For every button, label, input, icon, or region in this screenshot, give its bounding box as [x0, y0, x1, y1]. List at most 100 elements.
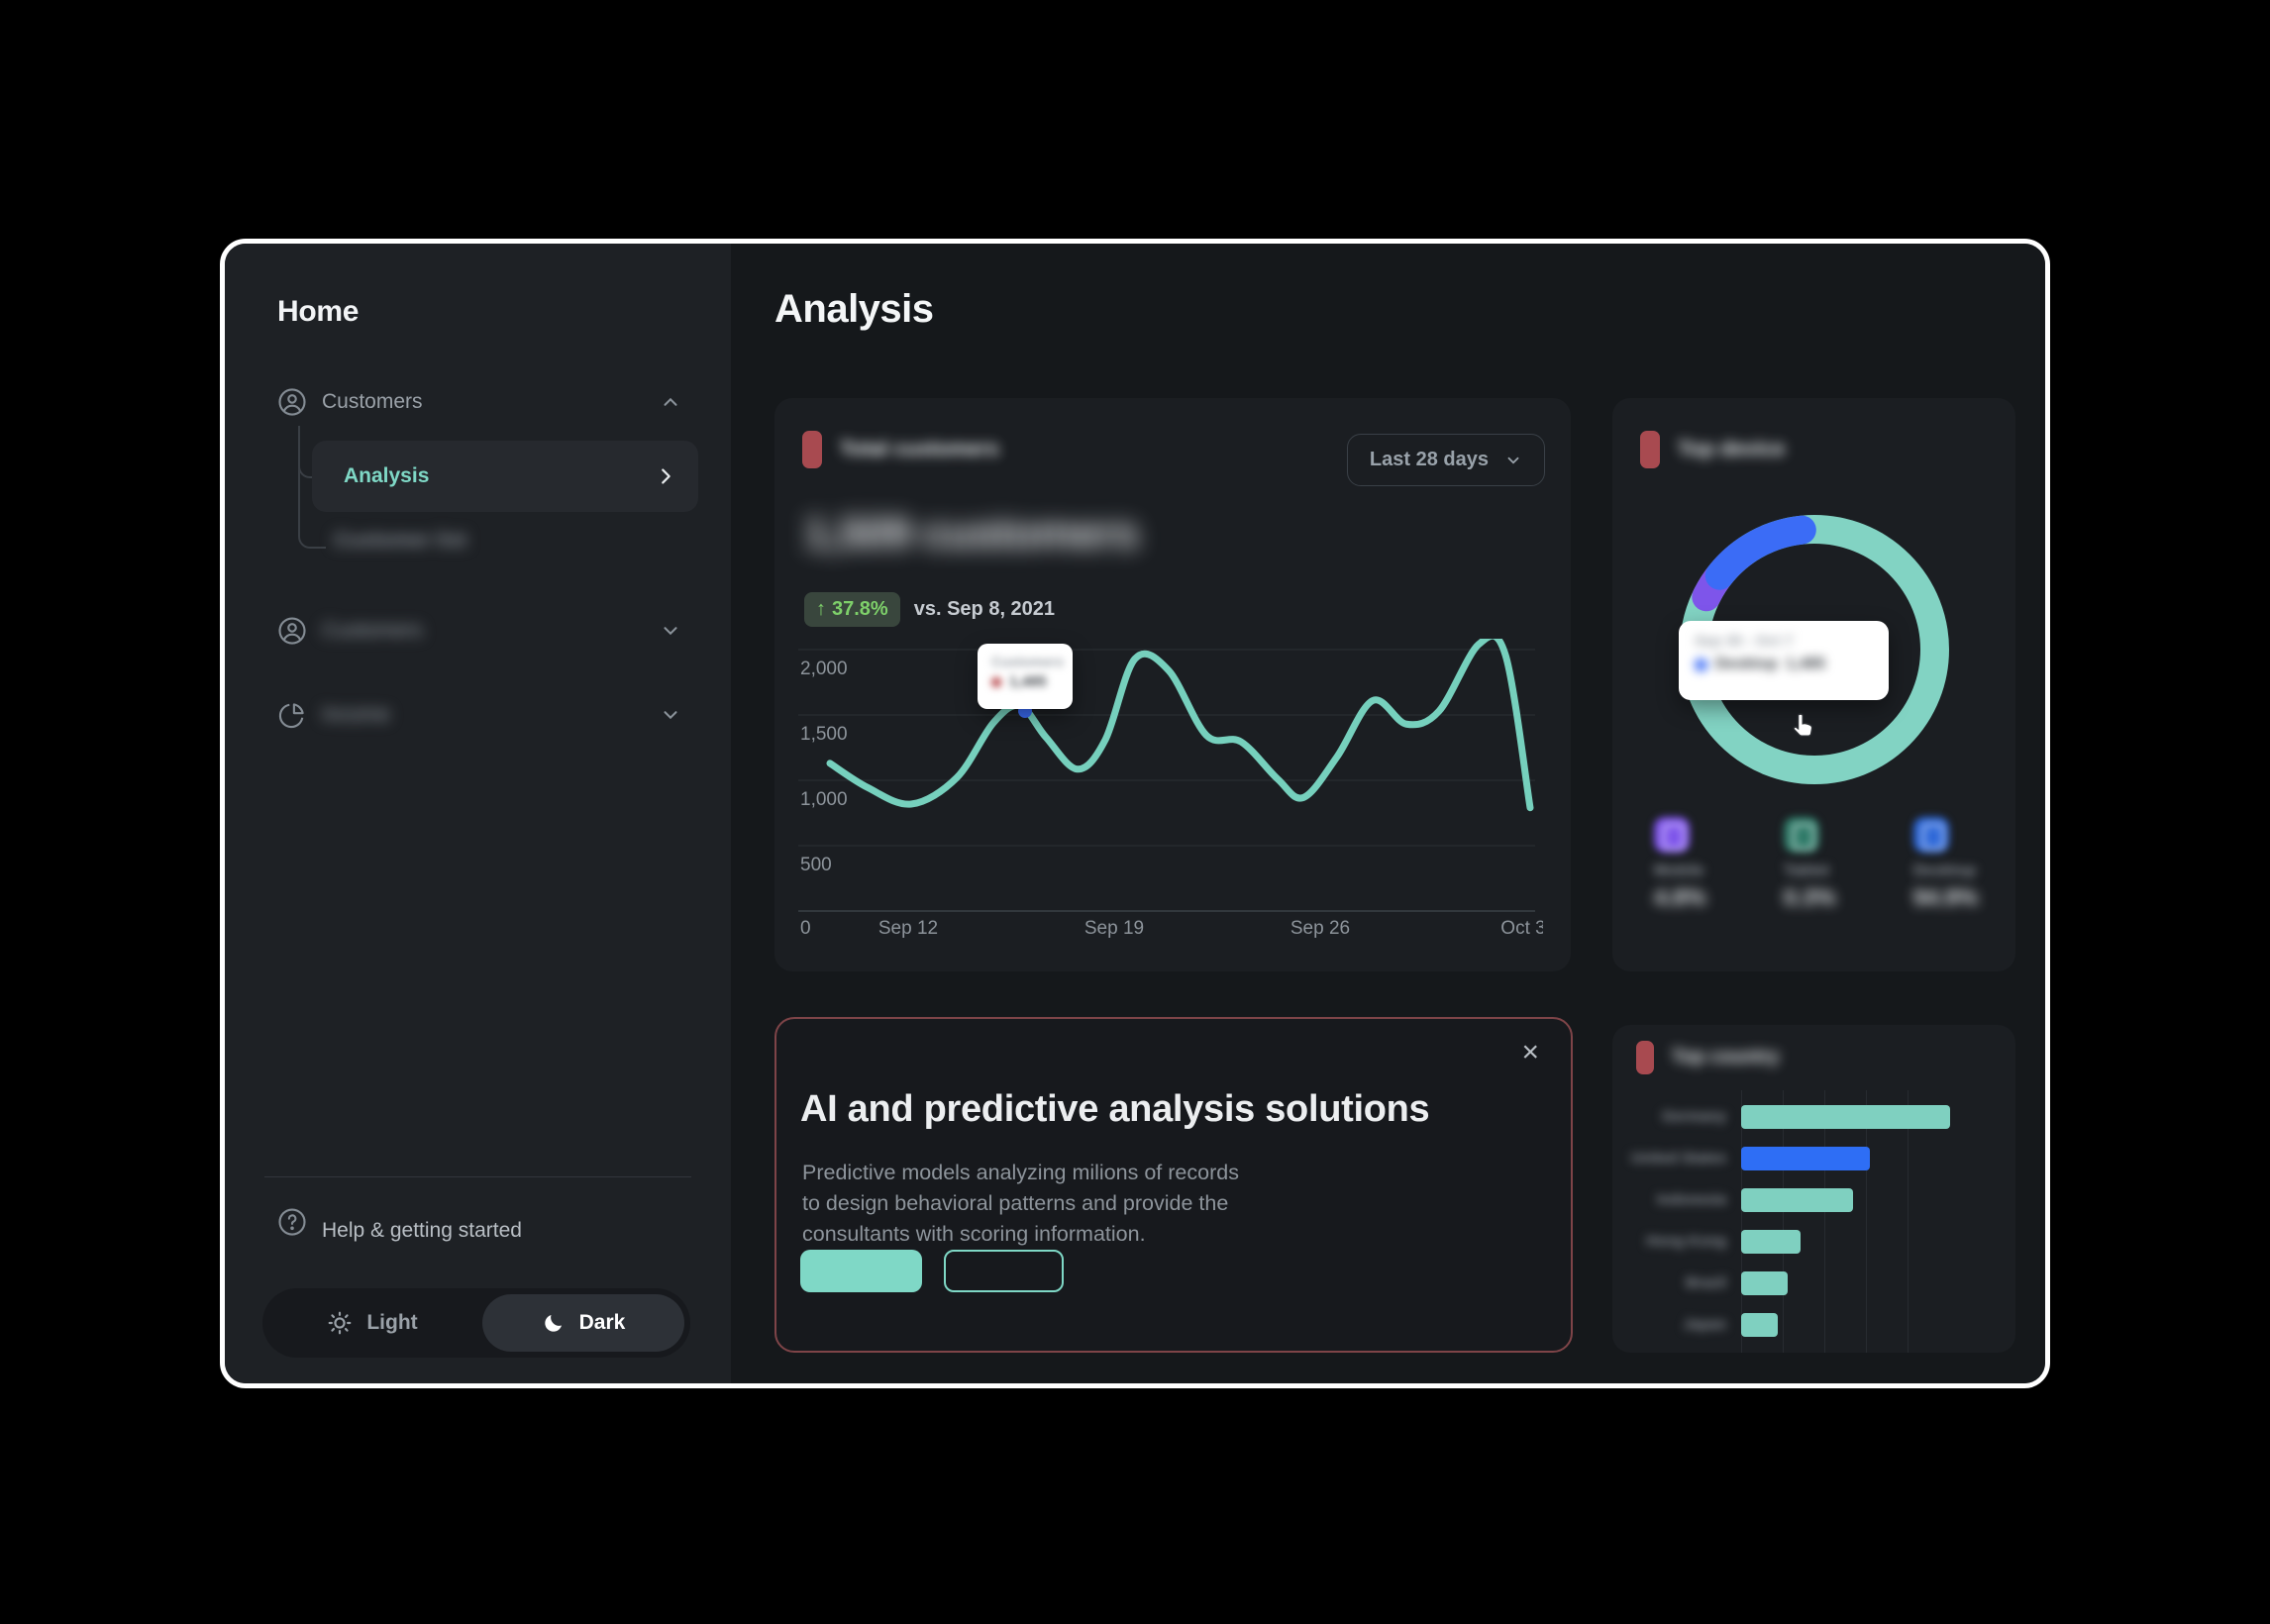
country-bar — [1741, 1147, 1870, 1170]
card-accent-pill — [802, 431, 822, 468]
date-range-dropdown[interactable]: Last 28 days — [1346, 434, 1545, 486]
chevron-down-icon — [660, 704, 681, 726]
promo-body-line: consultants with scoring information. — [802, 1222, 1146, 1246]
tooltip-label: Desktop — [1715, 656, 1779, 672]
country-label: Germany — [1661, 1108, 1726, 1125]
y-axis-tick: 1,500 — [800, 724, 848, 745]
tree-connector — [298, 426, 326, 549]
sidebar-item-label: Customers — [322, 619, 423, 642]
series-dot-icon — [991, 676, 1001, 687]
chevron-down-icon — [660, 620, 681, 642]
sidebar-item-analysis[interactable]: Analysis — [312, 441, 698, 512]
card-accent-pill — [1640, 431, 1660, 468]
sidebar-item-customer-list[interactable]: Customer list — [334, 529, 467, 552]
y-axis-tick: 500 — [800, 855, 832, 875]
theme-light-button[interactable]: Light — [262, 1288, 482, 1358]
x-axis-tick: Oct 3 — [1500, 918, 1543, 939]
top-country-chart: Germany United States Indonesia Hong Kong Br… — [1612, 1080, 2015, 1353]
sidebar-item-help[interactable]: Help & getting started — [225, 1207, 731, 1259]
device-stat-label: Tablet — [1784, 863, 1829, 879]
country-bar — [1741, 1188, 1853, 1212]
main-content: Analysis Total customers Last 28 days 1,… — [731, 244, 2045, 1383]
device-icon — [1913, 817, 1949, 853]
device-stat-value: 4.8% — [1654, 884, 1706, 910]
top-country-card: Top country Germany United States Indonesi… — [1612, 1025, 2015, 1353]
device-stat-label: Mobile — [1654, 863, 1704, 879]
sidebar-item-customers[interactable]: Customers — [225, 376, 731, 428]
promo-secondary-button[interactable] — [944, 1250, 1064, 1292]
promo-actions — [800, 1250, 1064, 1292]
bar-chart-gridline — [1783, 1090, 1784, 1353]
country-label: Brazil — [1686, 1274, 1726, 1291]
chevron-right-icon — [655, 465, 676, 487]
y-axis-tick: 2,000 — [800, 659, 848, 679]
sidebar-item-label: Analysis — [344, 464, 430, 487]
sidebar-item-customers-2[interactable]: Customers — [225, 605, 731, 657]
total-customers-chart: 500 1,000 1,500 2,000 0 Sep 12 Sep 19 Sep 26 Oct… — [798, 639, 1543, 939]
sidebar-item-income[interactable]: Income — [225, 689, 731, 741]
user-circle-icon — [277, 387, 307, 417]
country-label: Japan — [1683, 1316, 1726, 1333]
tooltip-value: 1,485 — [1009, 673, 1047, 690]
chevron-up-icon — [660, 391, 681, 413]
bar-chart-gridline — [1908, 1090, 1909, 1353]
tooltip-value-row: 1,485 — [991, 673, 1059, 690]
help-label: Help & getting started — [322, 1219, 522, 1242]
chevron-down-icon — [1504, 452, 1522, 469]
tree-connector — [298, 426, 314, 478]
date-range-label: Last 28 days — [1369, 449, 1489, 470]
card-title: Total customers — [840, 438, 999, 460]
total-customers-card: Total customers Last 28 days 1,509 custo… — [774, 398, 1571, 971]
moon-icon — [542, 1311, 566, 1335]
card-title: Top device — [1678, 438, 1786, 460]
promo-primary-button[interactable] — [800, 1250, 922, 1292]
device-stat-label: Desktop — [1913, 863, 1977, 879]
device-stats: Mobile 4.8% Tablet 0.3% Desktop 94.9% — [1654, 817, 2001, 926]
series-dot-icon — [1695, 658, 1707, 671]
device-stat-desktop: Desktop 94.9% — [1913, 817, 2037, 910]
sun-icon — [327, 1310, 353, 1336]
promo-body-line: Predictive models analyzing milions of r… — [802, 1161, 1239, 1184]
promo-body-line: to design behavioral patterns and provid… — [802, 1191, 1229, 1215]
theme-dark-button[interactable]: Dark — [482, 1294, 684, 1352]
app-window: Home Customers Analysis — [220, 239, 2050, 1388]
donut-tooltip: Sep 30 - Oct 7 Desktop 1,485 — [1679, 621, 1889, 700]
comparison-label: vs. Sep 8, 2021 — [913, 598, 1056, 620]
page-title: Analysis — [774, 287, 934, 331]
x-axis-tick: 0 — [800, 918, 811, 939]
tooltip-value-row: Desktop 1,485 — [1695, 656, 1873, 673]
device-stat-value: 0.3% — [1784, 884, 1836, 910]
country-bar — [1741, 1230, 1801, 1254]
x-axis-tick: Sep 19 — [1084, 918, 1144, 939]
bar-chart-gridline — [1741, 1090, 1742, 1353]
delta-value: 37.8% — [832, 598, 888, 620]
country-bar — [1741, 1271, 1788, 1295]
bar-chart-gridline — [1866, 1090, 1867, 1353]
country-label: Indonesia — [1656, 1191, 1726, 1208]
close-icon[interactable]: × — [1515, 1035, 1545, 1070]
bar-chart-gridline — [1824, 1090, 1825, 1353]
y-axis-tick: 1,000 — [800, 789, 848, 810]
theme-toggle: Light Dark — [262, 1288, 690, 1358]
x-axis-tick: Sep 12 — [878, 918, 938, 939]
device-stat-tablet: Tablet 0.3% — [1784, 817, 1908, 910]
theme-dark-label: Dark — [578, 1311, 626, 1334]
user-circle-icon — [277, 616, 307, 646]
card-accent-pill — [1636, 1041, 1654, 1074]
country-bar — [1741, 1313, 1778, 1337]
device-stat-mobile: Mobile 4.8% — [1654, 817, 1778, 910]
x-axis-tick: Sep 26 — [1290, 918, 1350, 939]
sidebar-item-label: Income — [322, 703, 390, 726]
total-customers-value: 1,509 customers — [804, 509, 1139, 558]
delta-row: ↑ 37.8% vs. Sep 8, 2021 — [804, 592, 1055, 627]
sidebar-divider — [264, 1176, 691, 1177]
arrow-up-icon: ↑ — [816, 598, 826, 620]
tooltip-label: Customers — [991, 654, 1065, 669]
sidebar: Home Customers Analysis — [225, 244, 731, 1383]
sidebar-title: Home — [277, 295, 360, 328]
line-chart-tooltip: Customers 1,485 — [978, 644, 1073, 709]
promo-title: AI and predictive analysis solutions — [800, 1088, 1430, 1130]
pie-chart-icon — [277, 700, 307, 730]
device-icon — [1784, 817, 1819, 853]
